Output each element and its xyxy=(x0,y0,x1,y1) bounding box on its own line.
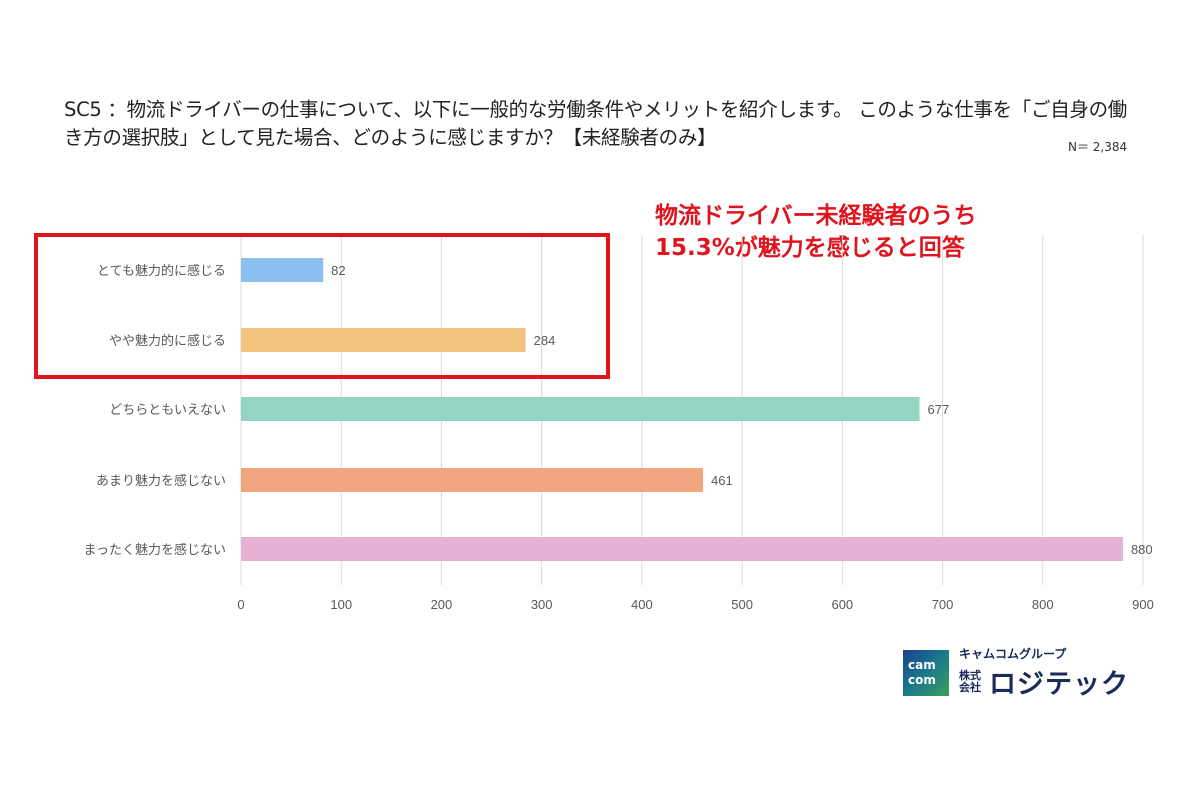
sample-size: N＝ 2,384 xyxy=(1068,140,1128,154)
x-tick-label: 800 xyxy=(1032,597,1054,612)
data-label: 284 xyxy=(534,333,556,348)
logo-name: ロジテック xyxy=(989,669,1129,700)
x-tick-label: 300 xyxy=(531,597,553,612)
x-tick-label: 200 xyxy=(431,597,453,612)
x-tick-label: 100 xyxy=(330,597,352,612)
data-label: 880 xyxy=(1131,542,1153,557)
logo-mark-line1: cam xyxy=(908,658,936,672)
callout-annotation: 物流ドライバー未経験者のうち 15.3%が魅力を感じると回答 xyxy=(655,200,977,264)
callout-line2: 15.3%が魅力を感じると回答 xyxy=(655,235,965,261)
y-category-label: まったく魅力を感じない xyxy=(84,542,226,558)
y-category-label: とても魅力的に感じる xyxy=(97,263,226,279)
logo-mark-line2: com xyxy=(908,673,936,687)
data-label: 461 xyxy=(711,473,733,488)
bar xyxy=(241,537,1123,561)
logo-group: キャムコムグループ xyxy=(959,647,1067,661)
x-tick-label: 400 xyxy=(631,597,653,612)
x-tick-label: 900 xyxy=(1132,597,1154,612)
highlight-box xyxy=(34,233,610,379)
logo-kk: 株式会社 xyxy=(959,668,981,694)
bar xyxy=(241,468,704,492)
y-category-label: どちらともいえない xyxy=(109,403,226,418)
x-tick-label: 500 xyxy=(731,597,753,612)
logo-mark-icon: cam com xyxy=(903,650,949,696)
x-tick-label: 700 xyxy=(932,597,954,612)
x-tick-label: 0 xyxy=(237,597,244,612)
x-tick-label: 600 xyxy=(831,597,853,612)
callout-line1: 物流ドライバー未経験者のうち xyxy=(655,203,977,229)
y-category-label: あまり魅力を感じない xyxy=(96,473,226,489)
data-label: 82 xyxy=(331,263,345,278)
chart-title: SC5 ：物流ドライバーの仕事について、以下に一般的な労働条件やメリットを紹介し… xyxy=(64,98,1127,149)
bar xyxy=(241,258,324,282)
data-label: 677 xyxy=(928,402,950,417)
bar xyxy=(241,328,526,352)
bar xyxy=(241,397,920,421)
company-logo: cam com キャムコムグループ 株式会社 ロジテック xyxy=(903,645,1129,701)
y-category-label: やや魅力的に感じる xyxy=(109,333,226,349)
